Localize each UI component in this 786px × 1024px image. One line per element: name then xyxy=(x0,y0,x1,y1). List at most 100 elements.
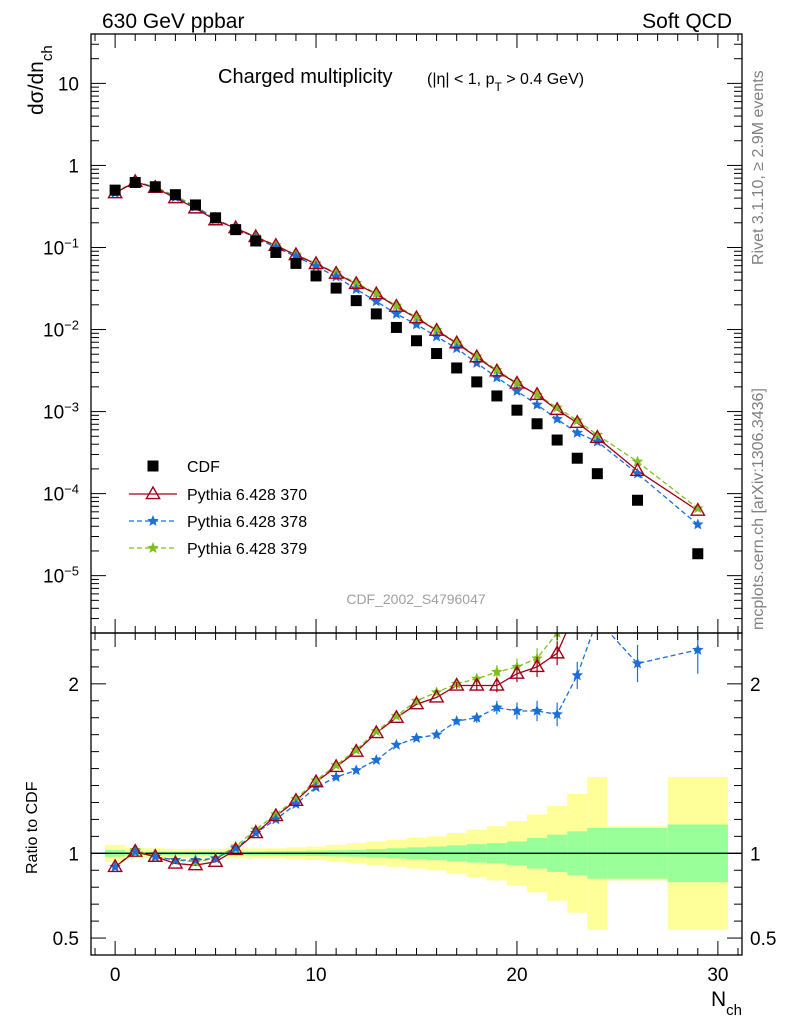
main-data-point xyxy=(388,298,405,312)
ratio-data-point xyxy=(350,743,362,755)
ratio-data-point xyxy=(368,724,385,739)
x-tick-label: 10 xyxy=(305,965,326,986)
ratio-data-point xyxy=(471,711,483,723)
main-data-point xyxy=(511,385,523,396)
ratio-data-point xyxy=(107,858,123,873)
ratio-data-point xyxy=(631,657,644,669)
ratio-data-point xyxy=(109,860,121,872)
main-data-point xyxy=(551,413,563,424)
main-data-point xyxy=(471,357,483,368)
main-data-point xyxy=(210,212,222,224)
ratio-y-tick-label: 1 xyxy=(68,844,79,865)
ratio-data-point xyxy=(288,792,304,807)
y-tick-label: 10−1 xyxy=(43,235,79,260)
y-tick-label: 1 xyxy=(68,156,79,177)
main-data-point xyxy=(468,348,485,363)
main-data-point xyxy=(569,414,586,429)
main-data-point xyxy=(531,388,543,400)
main-data-point xyxy=(348,275,365,290)
ratio-y-tick-label-right: 2 xyxy=(750,675,761,696)
ratio-y-tick-label: 0.5 xyxy=(53,929,79,950)
ratio-data-point xyxy=(571,669,583,681)
main-axes: 10 1 10−1 10−2 10−3 10−4 10−5 xyxy=(43,33,743,634)
legend-label: Pythia 6.428 370 xyxy=(187,487,307,504)
header-left-label: 630 GeV ppbar xyxy=(102,10,244,33)
ratio-series-clip xyxy=(107,633,704,873)
main-data-point xyxy=(411,335,422,347)
ratio-data-point xyxy=(450,715,463,726)
main-data-point xyxy=(328,265,344,279)
main-data-point xyxy=(491,371,503,383)
main-data-point xyxy=(330,282,342,294)
ratio-data-point xyxy=(250,826,262,838)
x-tick-label: 30 xyxy=(707,965,728,986)
x-tick-label: 0 xyxy=(110,965,121,986)
ratio-y-tick-label-right: 0.5 xyxy=(750,929,776,950)
y-tick-label: 10−3 xyxy=(43,399,79,424)
analysis-watermark: CDF_2002_S4796047 xyxy=(346,591,486,607)
legend-marker xyxy=(145,485,161,500)
ratio-y-tick-label: 2 xyxy=(68,675,79,696)
main-data-point xyxy=(390,307,403,319)
main-data-point xyxy=(310,270,322,282)
ratio-data-point xyxy=(229,842,242,854)
main-data-point xyxy=(430,323,443,335)
x-axis-label: Nch xyxy=(711,988,742,1019)
main-data-point xyxy=(471,376,483,388)
ratio-data-point xyxy=(692,643,704,655)
main-series-layer xyxy=(107,173,706,560)
main-data-point xyxy=(491,364,503,375)
main-data-point xyxy=(571,426,583,438)
ratio-data-point xyxy=(408,695,425,710)
ratio-data-point xyxy=(310,774,322,786)
main-data-point xyxy=(410,311,423,323)
main-data-point xyxy=(591,468,603,480)
ratio-data-point xyxy=(410,732,423,743)
ratio-data-point xyxy=(149,850,161,862)
ratio-data-point xyxy=(390,738,403,750)
side-rivet-label: Rivet 3.1.10, ≥ 2.9M events xyxy=(750,70,767,265)
ratio-data-point xyxy=(127,843,144,857)
ratio-data-point xyxy=(207,853,224,868)
main-data-point xyxy=(230,224,242,236)
main-data-point xyxy=(571,452,583,464)
ratio-data-point xyxy=(330,759,342,771)
main-data-point xyxy=(511,377,523,389)
ratio-data-point xyxy=(328,758,344,773)
main-subtitle: (|η| < 1, pT > 0.4 GeV) xyxy=(427,71,584,94)
ratio-data-point xyxy=(370,754,383,765)
main-data-point xyxy=(350,276,362,288)
ratio-data-point xyxy=(491,665,503,677)
main-data-point xyxy=(632,494,644,506)
main-data-point xyxy=(149,181,161,193)
ratio-y-axis-label: Ratio to CDF xyxy=(24,781,41,874)
legend-label: Pythia 6.428 379 xyxy=(187,541,307,558)
ratio-uncertainty-bands xyxy=(91,777,742,930)
x-tick-label: 20 xyxy=(506,965,527,986)
main-data-point xyxy=(571,414,583,426)
ratio-data-point xyxy=(549,644,566,659)
main-data-point xyxy=(109,184,121,196)
legend-label: CDF xyxy=(187,459,220,476)
ratio-data-point xyxy=(167,855,184,869)
ratio-data-point xyxy=(350,764,362,776)
main-data-point xyxy=(451,362,463,374)
y-tick-label: 10−4 xyxy=(43,481,79,506)
side-mcplots-label: mcplots.cern.ch [arXiv:1306.3436] xyxy=(750,388,767,630)
main-data-point xyxy=(370,287,383,299)
legend-marker xyxy=(147,460,159,472)
ratio-data-point xyxy=(551,708,563,720)
legend-entry: Pythia 6.428 378 xyxy=(129,514,307,531)
main-data-point xyxy=(551,434,563,446)
main-data-point xyxy=(250,235,262,247)
main-data-point xyxy=(591,435,604,447)
ratio-data-point xyxy=(270,813,282,825)
main-data-point xyxy=(471,350,483,362)
legend-label: Pythia 6.428 378 xyxy=(187,514,307,531)
main-data-point xyxy=(290,257,302,269)
main-data-point xyxy=(589,429,606,443)
main-data-point xyxy=(270,246,282,258)
main-data-point xyxy=(531,398,543,410)
main-data-point xyxy=(431,348,443,360)
